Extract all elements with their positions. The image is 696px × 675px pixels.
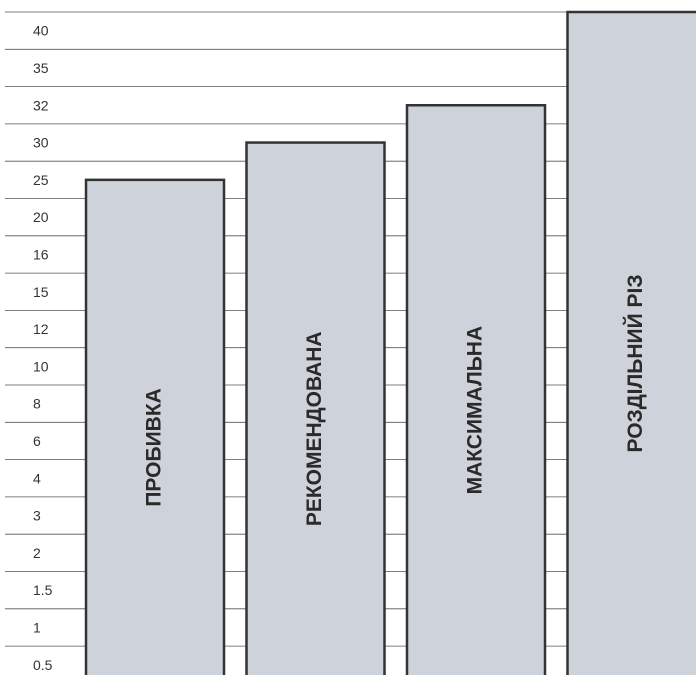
y-tick-label: 1.5 (33, 582, 53, 598)
bars (84, 10, 696, 675)
bar-category-label: МАКСИМАЛЬНА (464, 326, 487, 495)
bar (566, 10, 696, 675)
y-tick-label: 1 (33, 619, 41, 635)
bar (405, 104, 547, 675)
y-tick-label: 2 (33, 545, 41, 561)
y-tick-label: 15 (33, 284, 49, 300)
bar (245, 141, 386, 675)
y-tick-label: 16 (33, 246, 49, 262)
y-tick-label: 8 (33, 396, 41, 412)
y-tick-label: 20 (33, 209, 49, 225)
y-tick-label: 12 (33, 321, 49, 337)
bar-category-label: РОЗДІЛЬНИЙ РІЗ (623, 274, 647, 452)
y-tick-label: 6 (33, 433, 41, 449)
y-tick-label: 3 (33, 508, 41, 524)
bar (84, 178, 226, 675)
y-tick-label: 0.5 (33, 657, 53, 673)
y-tick-label: 4 (33, 470, 41, 486)
y-tick-label: 40 (33, 23, 49, 39)
y-tick-label: 32 (33, 97, 49, 113)
bar-labels: ПРОБИВКА РЕКОМЕНДОВАНА МАКСИМАЛЬНА РОЗДІЛЬН… (143, 274, 648, 526)
y-tick-label: 25 (33, 172, 49, 188)
y-tick-label: 35 (33, 60, 49, 76)
bar-category-label: РЕКОМЕНДОВАНА (303, 331, 326, 526)
y-tick-label: 30 (33, 135, 49, 151)
bar-category-label: ПРОБИВКА (143, 388, 166, 507)
y-tick-label: 10 (33, 358, 49, 374)
